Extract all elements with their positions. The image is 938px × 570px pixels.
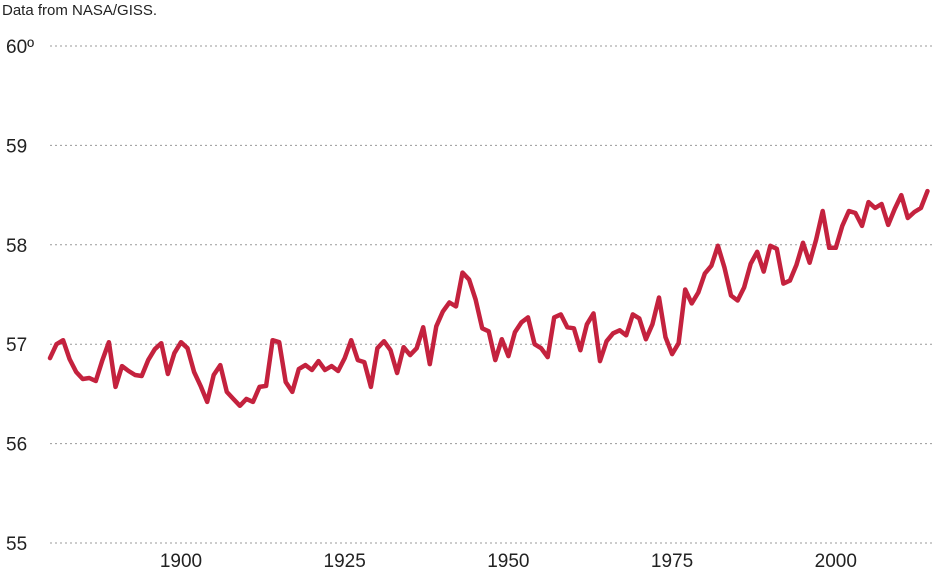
y-axis-labels: 55 56 57 58 59 60º: [6, 37, 34, 555]
gridlines: [50, 45, 934, 544]
x-tick-label-1950: 1950: [487, 551, 529, 570]
x-tick-label-1900: 1900: [160, 551, 202, 570]
y-tick-label-58: 58: [6, 236, 27, 257]
y-tick-label-57: 57: [6, 335, 27, 356]
x-axis-labels: 1900 1925 1950 1975 2000: [160, 551, 857, 570]
source-note: Data from NASA/GISS.: [2, 2, 158, 19]
x-tick-label-1975: 1975: [651, 551, 693, 570]
y-tick-label-56: 56: [6, 435, 27, 456]
temperature-series-line: [47, 188, 930, 409]
y-tick-label-60: 60º: [6, 37, 34, 58]
x-tick-label-2000: 2000: [815, 551, 857, 570]
y-tick-label-55: 55: [6, 534, 27, 555]
x-tick-label-1925: 1925: [324, 551, 366, 570]
y-tick-label-59: 59: [6, 136, 27, 157]
